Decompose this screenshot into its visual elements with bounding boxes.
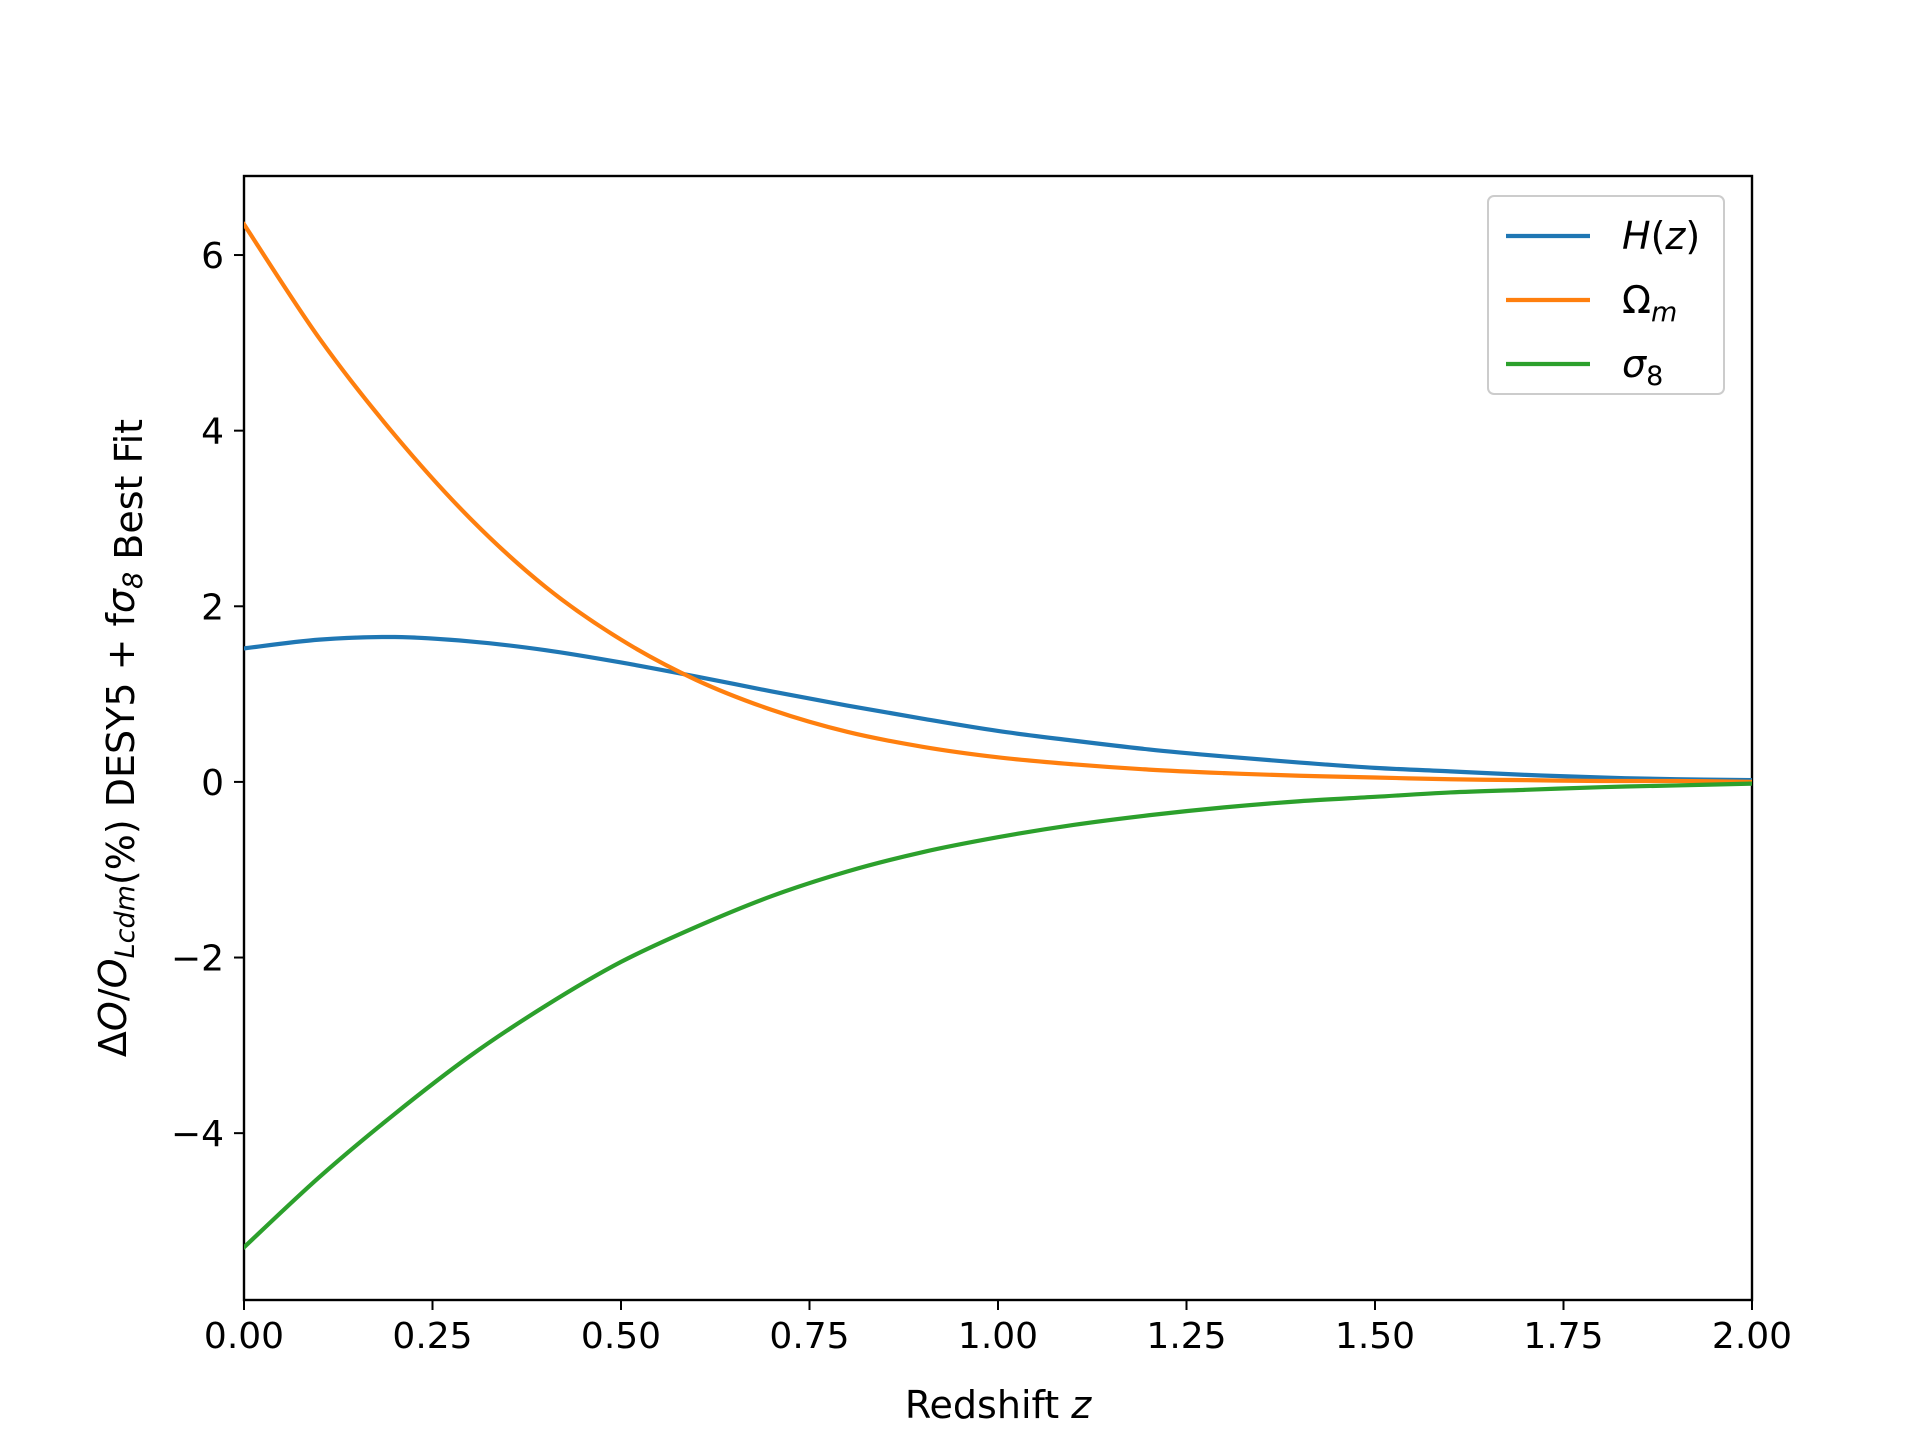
x-axis-label: Redshift z [905,1383,1092,1427]
ticks-layer: 0.00 0.25 0.50 0.75 1.00 1.25 1.50 1.75 2.00 −4 −2… [171,236,1792,1357]
y-tick-label: 6 [201,236,224,277]
legend-box [1487,195,1725,395]
y-tick-label: 4 [201,412,224,453]
x-tick-label: 0.50 [581,1316,661,1357]
series-line-1 [244,221,1752,785]
series-layer [244,221,1752,1251]
y-tick-label: 2 [201,587,224,628]
x-tick-label: 0.25 [392,1316,472,1357]
x-tick-label: 2.00 [1712,1316,1792,1357]
y-tick-label: 0 [201,763,224,804]
legend: H(z) Ωm σ8 [1487,195,1725,395]
series-line-2 [244,781,1752,1251]
x-tick-label: 1.75 [1523,1316,1603,1357]
legend-label-2: σ8 [1622,342,1663,392]
x-tick-label: 1.25 [1146,1316,1226,1357]
y-tick-label: −4 [171,1114,224,1155]
series-line-0 [244,634,1752,783]
x-tick-label: 1.50 [1335,1316,1415,1357]
legend-label-1: Ωm [1622,278,1677,328]
axis-labels: Redshift z ΔO/OLcdm(%) DESY5 + fσ8 Best F… [91,419,1092,1427]
legend-label-0: H(z) [1622,214,1700,258]
y-axis-label: ΔO/OLcdm(%) DESY5 + fσ8 Best Fit [91,419,151,1057]
y-tick-label: −2 [171,939,224,980]
x-tick-label: 0.75 [769,1316,849,1357]
x-tick-label: 1.00 [958,1316,1038,1357]
x-tick-label: 0.00 [204,1316,284,1357]
